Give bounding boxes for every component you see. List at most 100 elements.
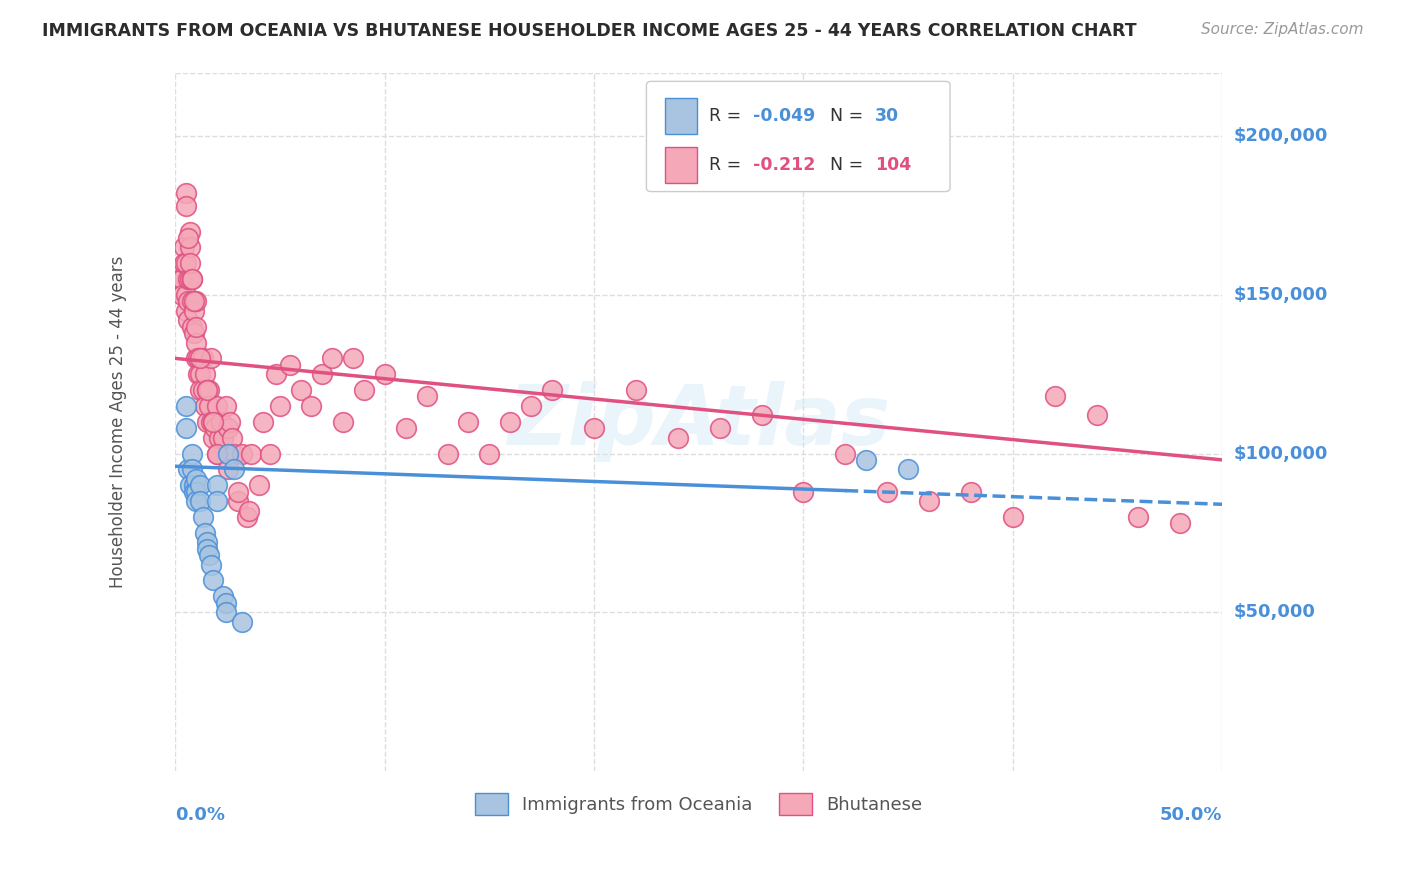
Point	[238, 503, 260, 517]
Point	[855, 453, 877, 467]
Point	[174, 186, 197, 201]
Point	[170, 272, 193, 286]
Point	[198, 548, 221, 562]
Point	[205, 478, 228, 492]
Point	[183, 484, 205, 499]
Point	[179, 240, 201, 254]
Point	[179, 478, 201, 492]
Text: -0.049: -0.049	[754, 107, 815, 125]
Legend: Immigrants from Oceania, Bhutanese: Immigrants from Oceania, Bhutanese	[465, 784, 932, 824]
Point	[181, 272, 204, 286]
Point	[499, 415, 522, 429]
Point	[1128, 510, 1150, 524]
Point	[520, 399, 543, 413]
Text: N =: N =	[830, 156, 869, 174]
Point	[209, 415, 232, 429]
Point	[195, 383, 218, 397]
Point	[247, 478, 270, 492]
Point	[190, 494, 212, 508]
Point	[198, 399, 221, 413]
Point	[205, 446, 228, 460]
Point	[174, 256, 197, 270]
Point	[222, 462, 245, 476]
Point	[200, 558, 222, 572]
Point	[186, 484, 208, 499]
Point	[177, 462, 200, 476]
Point	[897, 462, 920, 476]
Point	[205, 494, 228, 508]
Point	[177, 313, 200, 327]
Point	[1170, 516, 1192, 531]
Point	[666, 431, 689, 445]
Point	[226, 484, 249, 499]
Point	[264, 368, 287, 382]
Point	[395, 421, 418, 435]
Point	[174, 199, 197, 213]
Point	[187, 368, 209, 382]
Point	[174, 288, 197, 302]
Point	[186, 335, 208, 350]
Point	[583, 421, 606, 435]
Text: N =: N =	[830, 107, 869, 125]
Point	[186, 472, 208, 486]
Point	[212, 431, 235, 445]
Point	[222, 446, 245, 460]
Text: $100,000: $100,000	[1233, 444, 1327, 463]
Text: 0.0%: 0.0%	[176, 805, 225, 823]
Point	[751, 409, 773, 423]
Point	[169, 272, 191, 286]
Point	[202, 574, 225, 588]
Text: R =: R =	[709, 156, 747, 174]
FancyBboxPatch shape	[665, 98, 697, 134]
Point	[183, 478, 205, 492]
Point	[186, 294, 208, 309]
Point	[200, 415, 222, 429]
Point	[195, 535, 218, 549]
Point	[200, 351, 222, 366]
Point	[342, 351, 364, 366]
Point	[457, 415, 479, 429]
Point	[231, 615, 253, 629]
Text: $200,000: $200,000	[1233, 128, 1327, 145]
Point	[181, 272, 204, 286]
Point	[190, 478, 212, 492]
Point	[214, 399, 236, 413]
Point	[183, 294, 205, 309]
Point	[1085, 409, 1108, 423]
Point	[195, 383, 218, 397]
Point	[217, 446, 239, 460]
Point	[218, 415, 240, 429]
Text: 30: 30	[875, 107, 898, 125]
Point	[876, 484, 898, 499]
Point	[212, 589, 235, 603]
Point	[280, 358, 302, 372]
Point	[332, 415, 354, 429]
Point	[190, 383, 212, 397]
Point	[173, 256, 195, 270]
Point	[191, 510, 214, 524]
Point	[208, 431, 231, 445]
Point	[217, 421, 239, 435]
Point	[195, 415, 218, 429]
Point	[205, 446, 228, 460]
Point	[226, 494, 249, 508]
Point	[194, 399, 217, 413]
Point	[177, 231, 200, 245]
Point	[834, 446, 856, 460]
Point	[191, 383, 214, 397]
Point	[374, 368, 396, 382]
Point	[709, 421, 731, 435]
Point	[179, 256, 201, 270]
Point	[190, 351, 212, 366]
Point	[214, 596, 236, 610]
Point	[541, 383, 564, 397]
Point	[183, 326, 205, 340]
Point	[202, 415, 225, 429]
Point	[191, 351, 214, 366]
Text: R =: R =	[709, 107, 747, 125]
Point	[181, 462, 204, 476]
Text: -0.212: -0.212	[754, 156, 815, 174]
Point	[177, 294, 200, 309]
Text: Source: ZipAtlas.com: Source: ZipAtlas.com	[1201, 22, 1364, 37]
Point	[299, 399, 322, 413]
